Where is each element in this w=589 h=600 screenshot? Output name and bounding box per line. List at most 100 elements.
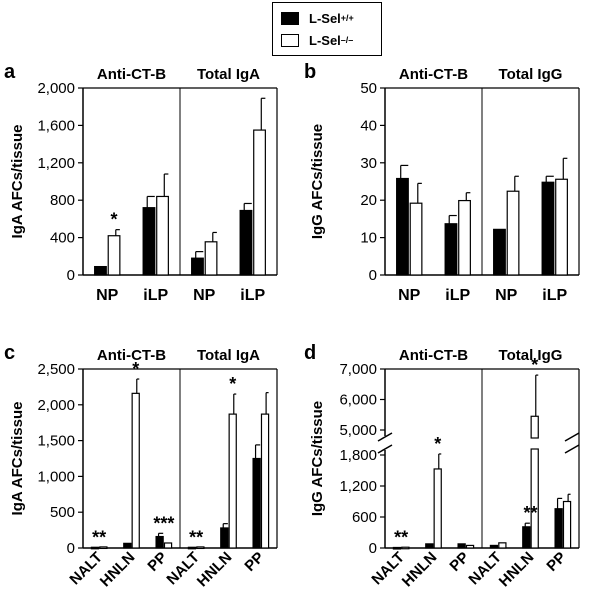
panel-c-category-label: HNLN: [97, 549, 138, 590]
panel-b-ytick-label: 30: [360, 155, 377, 172]
panel-a-category-label: NP: [193, 287, 216, 304]
panel-d-category-label: HNLN: [399, 549, 440, 590]
panel-a-bar: [204, 241, 218, 276]
legend-sup-wild-type: +/+: [340, 13, 354, 23]
panel-d-significance: **: [394, 527, 408, 547]
panel-c-ytick-label: 500: [50, 504, 75, 521]
panel-d-ylabel: IgG AFCs/tissue: [309, 401, 326, 516]
panel-d-category-label: PP: [446, 549, 472, 575]
panel-d-category-label: HNLN: [496, 549, 537, 590]
panel-b-bar: [493, 228, 506, 276]
panel-a-category-label: iLP: [240, 287, 265, 304]
panel-c-bar: [99, 546, 108, 550]
legend-label-knockout: L-Sel: [309, 32, 341, 48]
panel-c-bar: [252, 457, 261, 549]
legend-item-wild-type: L-Sel +/+: [281, 9, 354, 27]
panel-c-bar: [90, 546, 100, 550]
panel-d-ytick-label: 1,800: [339, 447, 377, 464]
panel-d-bar: [522, 526, 531, 549]
panel-c-category-label: HNLN: [194, 549, 235, 590]
panel-b-bar: [409, 202, 423, 276]
legend-sup-knockout: –/–: [340, 35, 354, 45]
panel-d-ytick-label: 0: [369, 540, 377, 557]
panel-a-bar: [142, 207, 156, 276]
panel-c-bar: [163, 542, 173, 549]
panel-b-bar: [541, 181, 555, 276]
panel-c-letter: c: [4, 342, 15, 364]
panel-b-bar: [506, 190, 520, 276]
legend: L-Sel +/+ L-Sel –/–: [272, 2, 382, 56]
panel-c-ytick-label: 1,500: [37, 433, 75, 450]
panel-d-bar: [530, 415, 539, 439]
panel-d-ytick-label: 7,000: [339, 361, 377, 378]
panel-c-significance: *: [229, 374, 236, 394]
panel-d-group-header: Anti-CT-B: [399, 347, 468, 364]
panel-a-bar: [107, 235, 121, 276]
panel-c-bar: [196, 546, 205, 550]
panel-b-category-label: NP: [398, 287, 421, 304]
legend-item-knockout: L-Sel –/–: [281, 31, 353, 49]
panel-d-bar: [498, 542, 507, 549]
panel-c-significance: **: [92, 527, 106, 547]
panel-c-bar: [155, 535, 164, 549]
panel-d-category-label: PP: [543, 549, 569, 575]
panel-d-break-mark-2: [377, 444, 393, 454]
panel-d-bar: [457, 543, 466, 549]
panel-d-bar: [401, 546, 410, 550]
panel-d-break-mark-4: [564, 444, 580, 454]
panel-a-bar: [156, 195, 169, 276]
panel-d-letter: d: [304, 342, 316, 364]
panel-b-ytick-label: 50: [360, 80, 377, 97]
panel-d-ytick-label: 1,200: [339, 478, 377, 495]
panel-a-ytick-label: 1,200: [37, 155, 75, 172]
panel-b-category-label: iLP: [542, 287, 567, 304]
panel-d-ytick-label: 6,000: [339, 392, 377, 409]
panel-d-bar: [562, 500, 572, 549]
panel-b-letter: b: [304, 61, 316, 83]
panel-c-significance: *: [132, 359, 139, 379]
panel-a-ytick-label: 400: [50, 230, 75, 247]
panel-a-ytick-label: 2,000: [37, 80, 75, 97]
panel-b-category-label: iLP: [445, 287, 470, 304]
panel-b-group-header: Anti-CT-B: [399, 66, 468, 83]
panel-c-significance: **: [189, 527, 203, 547]
panel-d-bar: [433, 468, 442, 549]
panel-a-bar: [239, 209, 253, 276]
panel-b-bar: [444, 223, 458, 276]
panel-a-letter: a: [4, 61, 16, 83]
panel-a-bar: [191, 257, 204, 276]
panel-d-significance: **: [523, 503, 537, 523]
panel-c-ylabel: IgA AFCs/tissue: [9, 402, 26, 516]
panel-b-ytick-label: 40: [360, 117, 377, 134]
panel-a-category-label: iLP: [143, 287, 168, 304]
panel-d-group-header: Total IgG: [499, 347, 563, 364]
panel-c-ytick-label: 0: [67, 540, 75, 557]
legend-label-wild-type: L-Sel: [309, 10, 341, 26]
panel-c-ytick-label: 2,000: [37, 397, 75, 414]
panel-a-group-header: Total IgA: [197, 66, 260, 83]
panel-c-group-header: Total IgA: [197, 347, 260, 364]
panel-d-break-mark-1: [377, 432, 393, 442]
panel-b-bar: [555, 178, 568, 276]
panel-a-ytick-label: 0: [67, 267, 75, 284]
panel-b-category-label: NP: [495, 287, 518, 304]
panel-d-bar: [489, 544, 499, 549]
panel-d-significance: *: [531, 355, 538, 375]
panel-a-ylabel: IgA AFCs/tissue: [9, 125, 26, 239]
panel-d-ytick-label: 600: [352, 509, 377, 526]
panel-c-bar: [123, 542, 132, 549]
panel-d-bar: [530, 448, 539, 549]
panel-c-ytick-label: 1,000: [37, 468, 75, 485]
panel-d-bar: [425, 543, 434, 549]
panel-d-ytick-label: 5,000: [339, 422, 377, 439]
panel-d-bar: [392, 546, 402, 550]
panel-b-ytick-label: 0: [369, 267, 377, 284]
panel-a-bar: [253, 129, 266, 276]
panel-a-ytick-label: 1,600: [37, 117, 75, 134]
panel-c-significance: ***: [153, 513, 174, 533]
panel-c-bar: [187, 546, 197, 550]
panel-d-break-mark-3: [564, 432, 580, 442]
panel-c-bar: [260, 413, 270, 549]
panel-c-category-label: PP: [241, 549, 267, 575]
